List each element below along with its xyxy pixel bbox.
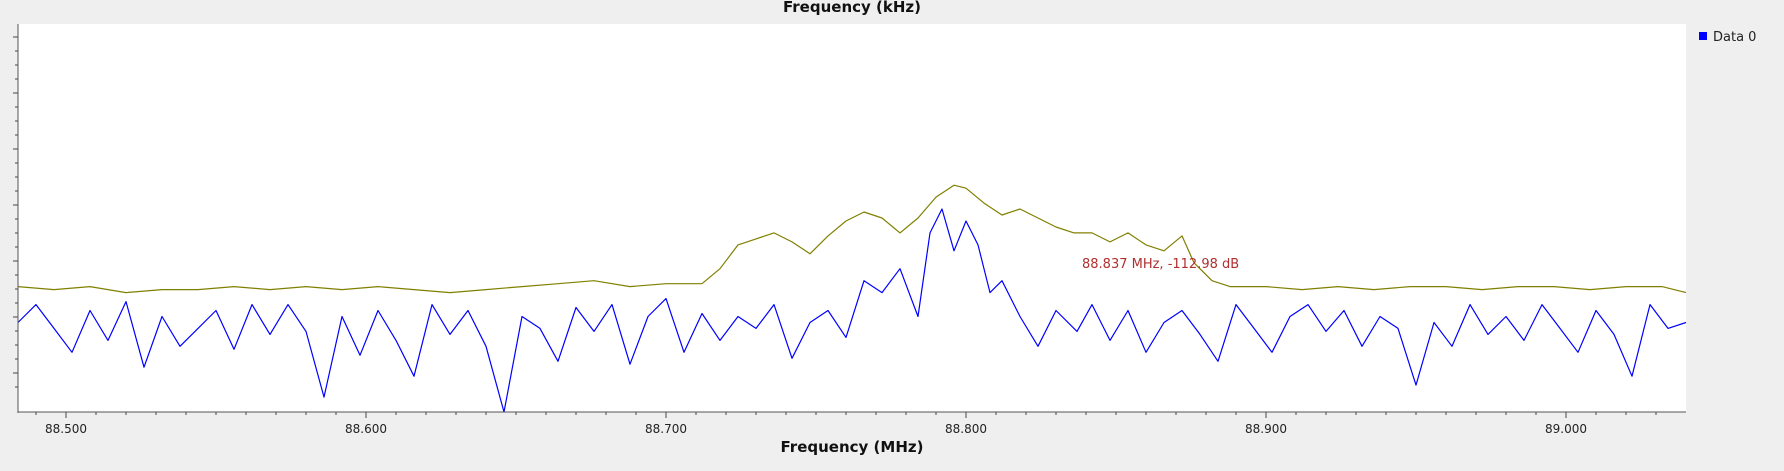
x-axis-title: Frequency (MHz) — [781, 438, 924, 456]
x-tick-label: 88.700 — [645, 422, 687, 436]
x-tick-label: 88.800 — [945, 422, 987, 436]
series-line-max-hold — [17, 184, 1687, 294]
series-line-data-0 — [17, 208, 1687, 413]
x-tick-label: 89.000 — [1545, 422, 1587, 436]
legend: Data 0 — [1699, 30, 1756, 45]
legend-swatch-data-0 — [1699, 32, 1707, 40]
legend-entry-data-0: Data 0 — [1713, 30, 1756, 45]
x-tick-label: 88.600 — [345, 422, 387, 436]
marker-label: 88.837 MHz, -112.98 dB — [1082, 257, 1239, 272]
top-axis-title: Frequency (kHz) — [783, 0, 921, 16]
x-tick-label: 88.900 — [1245, 422, 1287, 436]
x-tick-label: 88.500 — [45, 422, 87, 436]
